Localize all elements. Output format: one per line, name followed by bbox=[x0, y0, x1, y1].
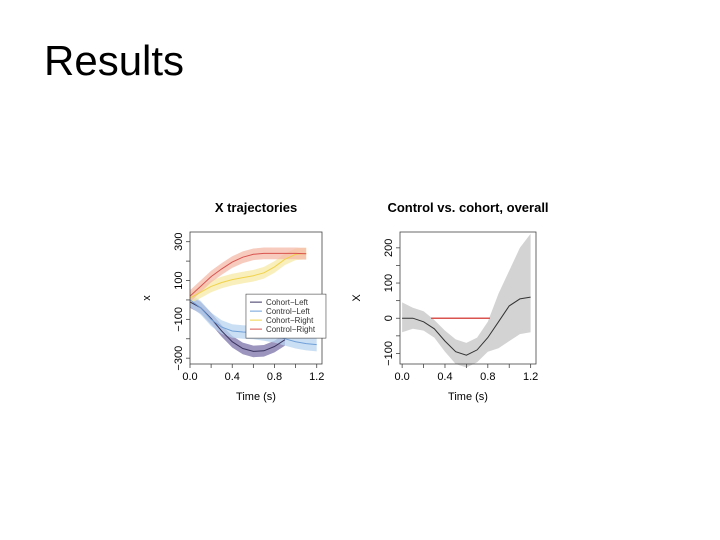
chart-0-xtick-label-1: 0.4 bbox=[225, 371, 240, 383]
chart-1-title: Control vs. cohort, overall bbox=[387, 200, 548, 215]
chart-1-ytick-label-0: −100 bbox=[383, 341, 395, 366]
chart-0-legend-label-0: Cohort−Left bbox=[266, 298, 309, 307]
chart-1-ytick-label-3: 200 bbox=[383, 239, 395, 257]
chart-0-legend-label-2: Cohort−Right bbox=[266, 316, 314, 325]
chart-1-series-0-line bbox=[402, 296, 531, 356]
chart-0-legend bbox=[245, 293, 327, 339]
chart-1-ytick-label-2: 100 bbox=[383, 274, 395, 292]
chart-1-ylabel: X bbox=[351, 294, 363, 302]
chart-0-ytick-label-1: −100 bbox=[173, 307, 185, 332]
chart-0-xtick-label-0: 0.0 bbox=[182, 371, 197, 383]
chart-0-title: X trajectories bbox=[215, 200, 297, 215]
chart-0-ylabel: x bbox=[141, 295, 153, 301]
chart-0-ytick-label-2: 100 bbox=[173, 271, 185, 289]
chart-0-series-2-band bbox=[190, 247, 307, 304]
chart-0-legend-label-1: Control−Left bbox=[266, 307, 311, 316]
chart-0-xlabel: Time (s) bbox=[236, 391, 276, 403]
chart-0-series-3-line bbox=[189, 252, 307, 297]
chart-0-legend-label-3: Control−Right bbox=[266, 325, 316, 334]
chart-1-series-0-band bbox=[402, 233, 531, 368]
chart-0-ytick-label-3: 300 bbox=[173, 233, 185, 251]
chart-1-xtick-label-0: 0.0 bbox=[394, 371, 409, 383]
chart-1-svg: Control vs. cohort, overall 0.0 0.4 0.8 1.2 −… bbox=[351, 200, 549, 403]
slide-title: Results bbox=[44, 37, 185, 84]
control-vs-cohort-chart: Control vs. cohort, overall 0.0 0.4 0.8 1.2 −… bbox=[351, 190, 550, 420]
chart-1-xtick-label-3: 1.2 bbox=[523, 371, 538, 383]
chart-0-series-2-line bbox=[189, 252, 307, 299]
chart-1-xlabel: Time (s) bbox=[448, 391, 488, 403]
chart-1-frame bbox=[399, 231, 537, 365]
chart-0-xtick-label-2: 0.8 bbox=[267, 371, 282, 383]
chart-1-xtick-label-2: 0.8 bbox=[480, 371, 495, 383]
chart-0-svg: X trajectories 0.0 0.4 0.8 1.2 −300 −100 100 300… bbox=[141, 200, 327, 403]
chart-1-ytick-label-1: 0 bbox=[383, 315, 395, 321]
chart-0-xtick-label-3: 1.2 bbox=[309, 371, 324, 383]
chart-0-ytick-label-0: −300 bbox=[173, 346, 185, 371]
x-trajectories-chart: X trajectories 0.0 0.4 0.8 1.2 −300 −100 100 300… bbox=[141, 190, 340, 420]
chart-1-xtick-label-1: 0.4 bbox=[437, 371, 452, 383]
